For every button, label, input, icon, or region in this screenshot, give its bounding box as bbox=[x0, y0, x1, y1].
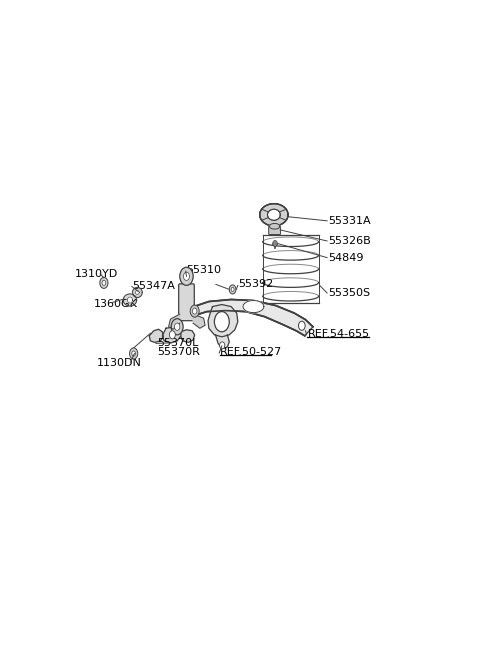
Polygon shape bbox=[127, 297, 132, 303]
Polygon shape bbox=[162, 327, 181, 343]
Polygon shape bbox=[243, 301, 264, 312]
Polygon shape bbox=[194, 299, 313, 336]
Text: 54849: 54849 bbox=[328, 253, 363, 263]
Polygon shape bbox=[260, 204, 288, 226]
Circle shape bbox=[130, 348, 138, 359]
Circle shape bbox=[219, 342, 225, 349]
Circle shape bbox=[180, 267, 193, 286]
Polygon shape bbox=[267, 209, 280, 220]
Polygon shape bbox=[123, 294, 137, 306]
Text: 55326B: 55326B bbox=[328, 236, 371, 246]
Circle shape bbox=[171, 319, 183, 335]
Polygon shape bbox=[269, 223, 280, 229]
Circle shape bbox=[190, 305, 199, 317]
Polygon shape bbox=[149, 329, 163, 343]
Text: 1360GK: 1360GK bbox=[94, 299, 137, 309]
Circle shape bbox=[231, 288, 234, 291]
Text: 1310YD: 1310YD bbox=[75, 269, 118, 279]
Circle shape bbox=[299, 321, 305, 330]
Circle shape bbox=[183, 272, 190, 280]
Text: 55347A: 55347A bbox=[132, 282, 175, 291]
Text: REF.50-527: REF.50-527 bbox=[220, 347, 282, 358]
Circle shape bbox=[169, 331, 175, 339]
Text: 55331A: 55331A bbox=[328, 216, 371, 226]
Circle shape bbox=[229, 285, 236, 294]
Polygon shape bbox=[168, 314, 180, 329]
FancyBboxPatch shape bbox=[269, 225, 281, 234]
Text: 55392: 55392 bbox=[239, 279, 274, 289]
Polygon shape bbox=[193, 314, 205, 328]
Polygon shape bbox=[181, 329, 195, 343]
Text: 55310: 55310 bbox=[186, 265, 221, 275]
Circle shape bbox=[273, 240, 277, 246]
Circle shape bbox=[215, 312, 229, 332]
Text: 55350S: 55350S bbox=[328, 288, 370, 298]
Polygon shape bbox=[135, 290, 139, 295]
Circle shape bbox=[132, 351, 135, 356]
Text: REF.54-655: REF.54-655 bbox=[307, 329, 370, 339]
Text: 55370L: 55370L bbox=[156, 338, 198, 348]
Polygon shape bbox=[208, 305, 238, 337]
Circle shape bbox=[192, 308, 197, 314]
Circle shape bbox=[175, 323, 180, 330]
Text: 55370R: 55370R bbox=[156, 347, 200, 358]
Text: 1130DN: 1130DN bbox=[97, 358, 142, 368]
Circle shape bbox=[102, 280, 106, 286]
Polygon shape bbox=[132, 288, 142, 297]
Polygon shape bbox=[216, 335, 229, 348]
Circle shape bbox=[100, 277, 108, 288]
FancyBboxPatch shape bbox=[179, 284, 194, 321]
Polygon shape bbox=[267, 209, 280, 220]
